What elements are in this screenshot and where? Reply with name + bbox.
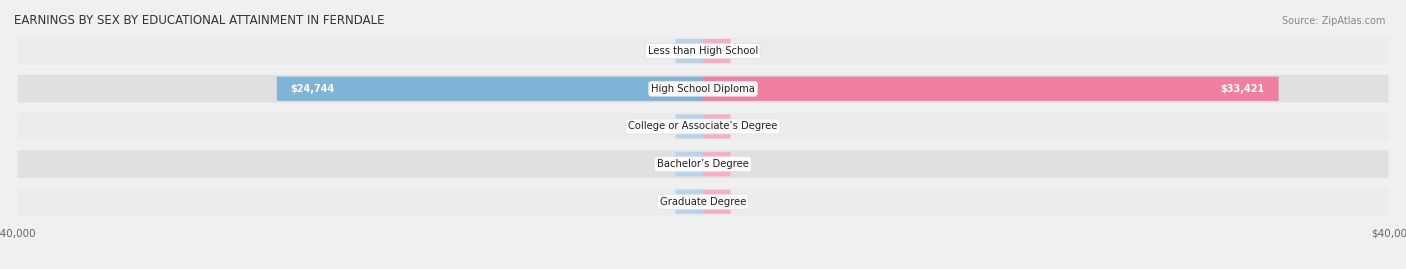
Text: Source: ZipAtlas.com: Source: ZipAtlas.com (1281, 16, 1385, 26)
FancyBboxPatch shape (17, 188, 1389, 216)
Text: $0: $0 (735, 121, 748, 132)
Text: $0: $0 (735, 159, 748, 169)
FancyBboxPatch shape (703, 190, 731, 214)
FancyBboxPatch shape (703, 114, 731, 139)
FancyBboxPatch shape (675, 114, 703, 139)
Text: $24,744: $24,744 (291, 84, 335, 94)
Text: High School Diploma: High School Diploma (651, 84, 755, 94)
Text: Less than High School: Less than High School (648, 46, 758, 56)
FancyBboxPatch shape (703, 77, 1278, 101)
Text: College or Associate’s Degree: College or Associate’s Degree (628, 121, 778, 132)
FancyBboxPatch shape (277, 77, 703, 101)
FancyBboxPatch shape (17, 112, 1389, 140)
FancyBboxPatch shape (675, 152, 703, 176)
Text: $0: $0 (735, 197, 748, 207)
FancyBboxPatch shape (17, 150, 1389, 178)
FancyBboxPatch shape (17, 75, 1389, 103)
FancyBboxPatch shape (675, 39, 703, 63)
Text: $0: $0 (658, 197, 671, 207)
FancyBboxPatch shape (703, 39, 731, 63)
Text: $33,421: $33,421 (1220, 84, 1265, 94)
Text: $0: $0 (658, 159, 671, 169)
FancyBboxPatch shape (675, 190, 703, 214)
Text: $0: $0 (658, 121, 671, 132)
FancyBboxPatch shape (703, 152, 731, 176)
Text: $0: $0 (658, 46, 671, 56)
Text: Bachelor’s Degree: Bachelor’s Degree (657, 159, 749, 169)
Text: $0: $0 (735, 46, 748, 56)
FancyBboxPatch shape (17, 37, 1389, 65)
Text: EARNINGS BY SEX BY EDUCATIONAL ATTAINMENT IN FERNDALE: EARNINGS BY SEX BY EDUCATIONAL ATTAINMEN… (14, 14, 385, 27)
Text: Graduate Degree: Graduate Degree (659, 197, 747, 207)
